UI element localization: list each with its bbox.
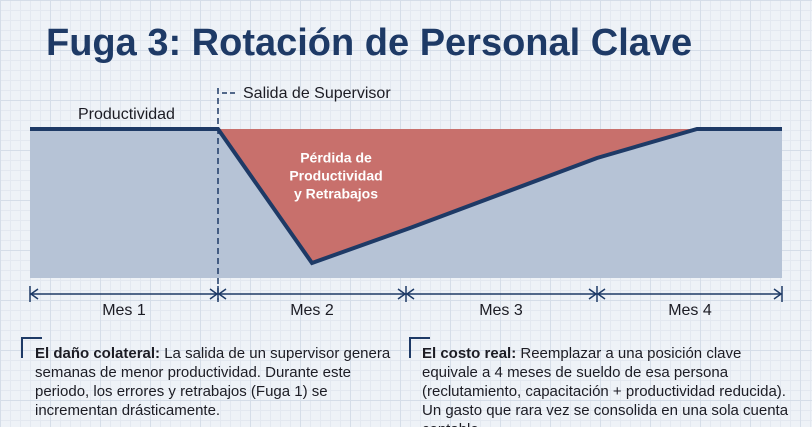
loss-label: Pérdida de (300, 150, 372, 166)
note: El daño colateral: La salida de un super… (35, 344, 400, 420)
bracket (21, 337, 42, 358)
loss-area (218, 129, 697, 263)
period-label: Mes 4 (668, 302, 712, 319)
period-label: Mes 1 (102, 302, 146, 319)
period-label: Mes 2 (290, 302, 334, 319)
loss-label: Productividad (289, 168, 382, 184)
period-arrows (29, 286, 783, 302)
note-lead: El daño colateral: (35, 345, 161, 362)
loss-label: y Retrabajos (294, 186, 378, 202)
title: Fuga 3: Rotación de Personal Clave (46, 22, 692, 64)
line-label: Productividad (78, 106, 175, 123)
note-text: Reemplazar a una posición clave equivale… (422, 345, 789, 427)
note-text: La salida de un supervisor genera semana… (35, 345, 391, 419)
note: El costo real: Reemplazar a una posición… (422, 344, 797, 427)
bracket (409, 337, 430, 358)
period-label: Mes 3 (479, 302, 523, 319)
event-label: Salida de Supervisor (243, 85, 391, 102)
note-lead: El costo real: (422, 345, 517, 362)
